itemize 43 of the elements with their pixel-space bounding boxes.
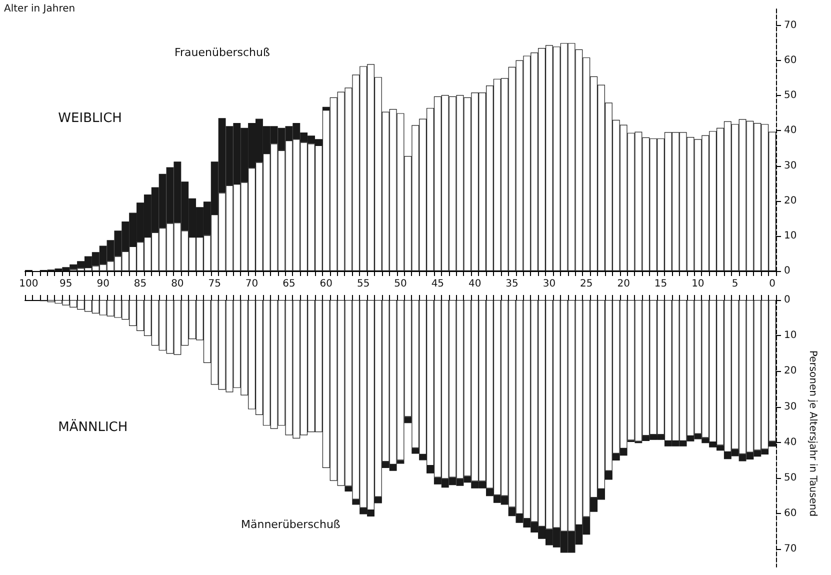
x-tick-label: 60 bbox=[320, 278, 333, 290]
y-tick-label: 70 bbox=[784, 20, 797, 32]
y-tick-label: 30 bbox=[784, 160, 797, 172]
x-tick-label: 30 bbox=[542, 278, 556, 290]
x-tick-label: 100 bbox=[19, 278, 38, 290]
x-tick-label: 80 bbox=[171, 278, 184, 290]
y-tick-label: 10 bbox=[784, 230, 797, 242]
y-tick-label: 0 bbox=[784, 294, 790, 306]
x-tick-label: 85 bbox=[134, 278, 147, 290]
x-tick-label: 40 bbox=[468, 278, 482, 290]
y-tick-label: 0 bbox=[784, 266, 790, 276]
x-tick-label: 15 bbox=[654, 278, 668, 290]
y-tick-label: 20 bbox=[784, 195, 797, 206]
x-tick-label: 50 bbox=[394, 278, 407, 290]
x-tick-label: 95 bbox=[60, 278, 72, 290]
y-tick-label: 10 bbox=[784, 330, 797, 342]
y-tick-label: 50 bbox=[784, 90, 797, 102]
y-tick-label: 60 bbox=[784, 55, 797, 66]
x-tick-label: 10 bbox=[692, 278, 704, 290]
x-tick-label: 5 bbox=[732, 278, 738, 290]
y-tick-label: 70 bbox=[784, 544, 797, 555]
x-tick-label: 55 bbox=[356, 278, 370, 290]
x-tick-label: 70 bbox=[245, 278, 258, 290]
annotation: Männerüberschuß bbox=[240, 518, 340, 531]
x-tick-label: 45 bbox=[431, 278, 444, 290]
x-tick-label: 65 bbox=[282, 278, 296, 290]
x-tick-label: 20 bbox=[617, 278, 630, 290]
x-axis-title: Alter in Jahren bbox=[4, 4, 76, 14]
y-tick-label: 40 bbox=[784, 436, 797, 448]
y-axis-title: Personen je Altersjahr in Tausend bbox=[807, 350, 818, 517]
y-tick-label: 50 bbox=[784, 472, 797, 484]
y-tick-label: 30 bbox=[784, 401, 797, 412]
annotation: MÄNNLICH bbox=[58, 419, 128, 435]
y-tick-label: 40 bbox=[784, 125, 797, 136]
x-tick-label: 25 bbox=[580, 278, 593, 290]
annotation: Frauenüberschuß bbox=[174, 46, 270, 60]
x-tick-label: 75 bbox=[208, 278, 221, 290]
x-tick-label: 0 bbox=[769, 278, 776, 290]
x-tick-label: 35 bbox=[506, 278, 518, 290]
annotation: WEIBLICH bbox=[58, 111, 122, 126]
y-tick-label: 20 bbox=[784, 366, 797, 377]
x-tick-label: 90 bbox=[96, 278, 110, 290]
y-tick-label: 60 bbox=[784, 508, 797, 520]
